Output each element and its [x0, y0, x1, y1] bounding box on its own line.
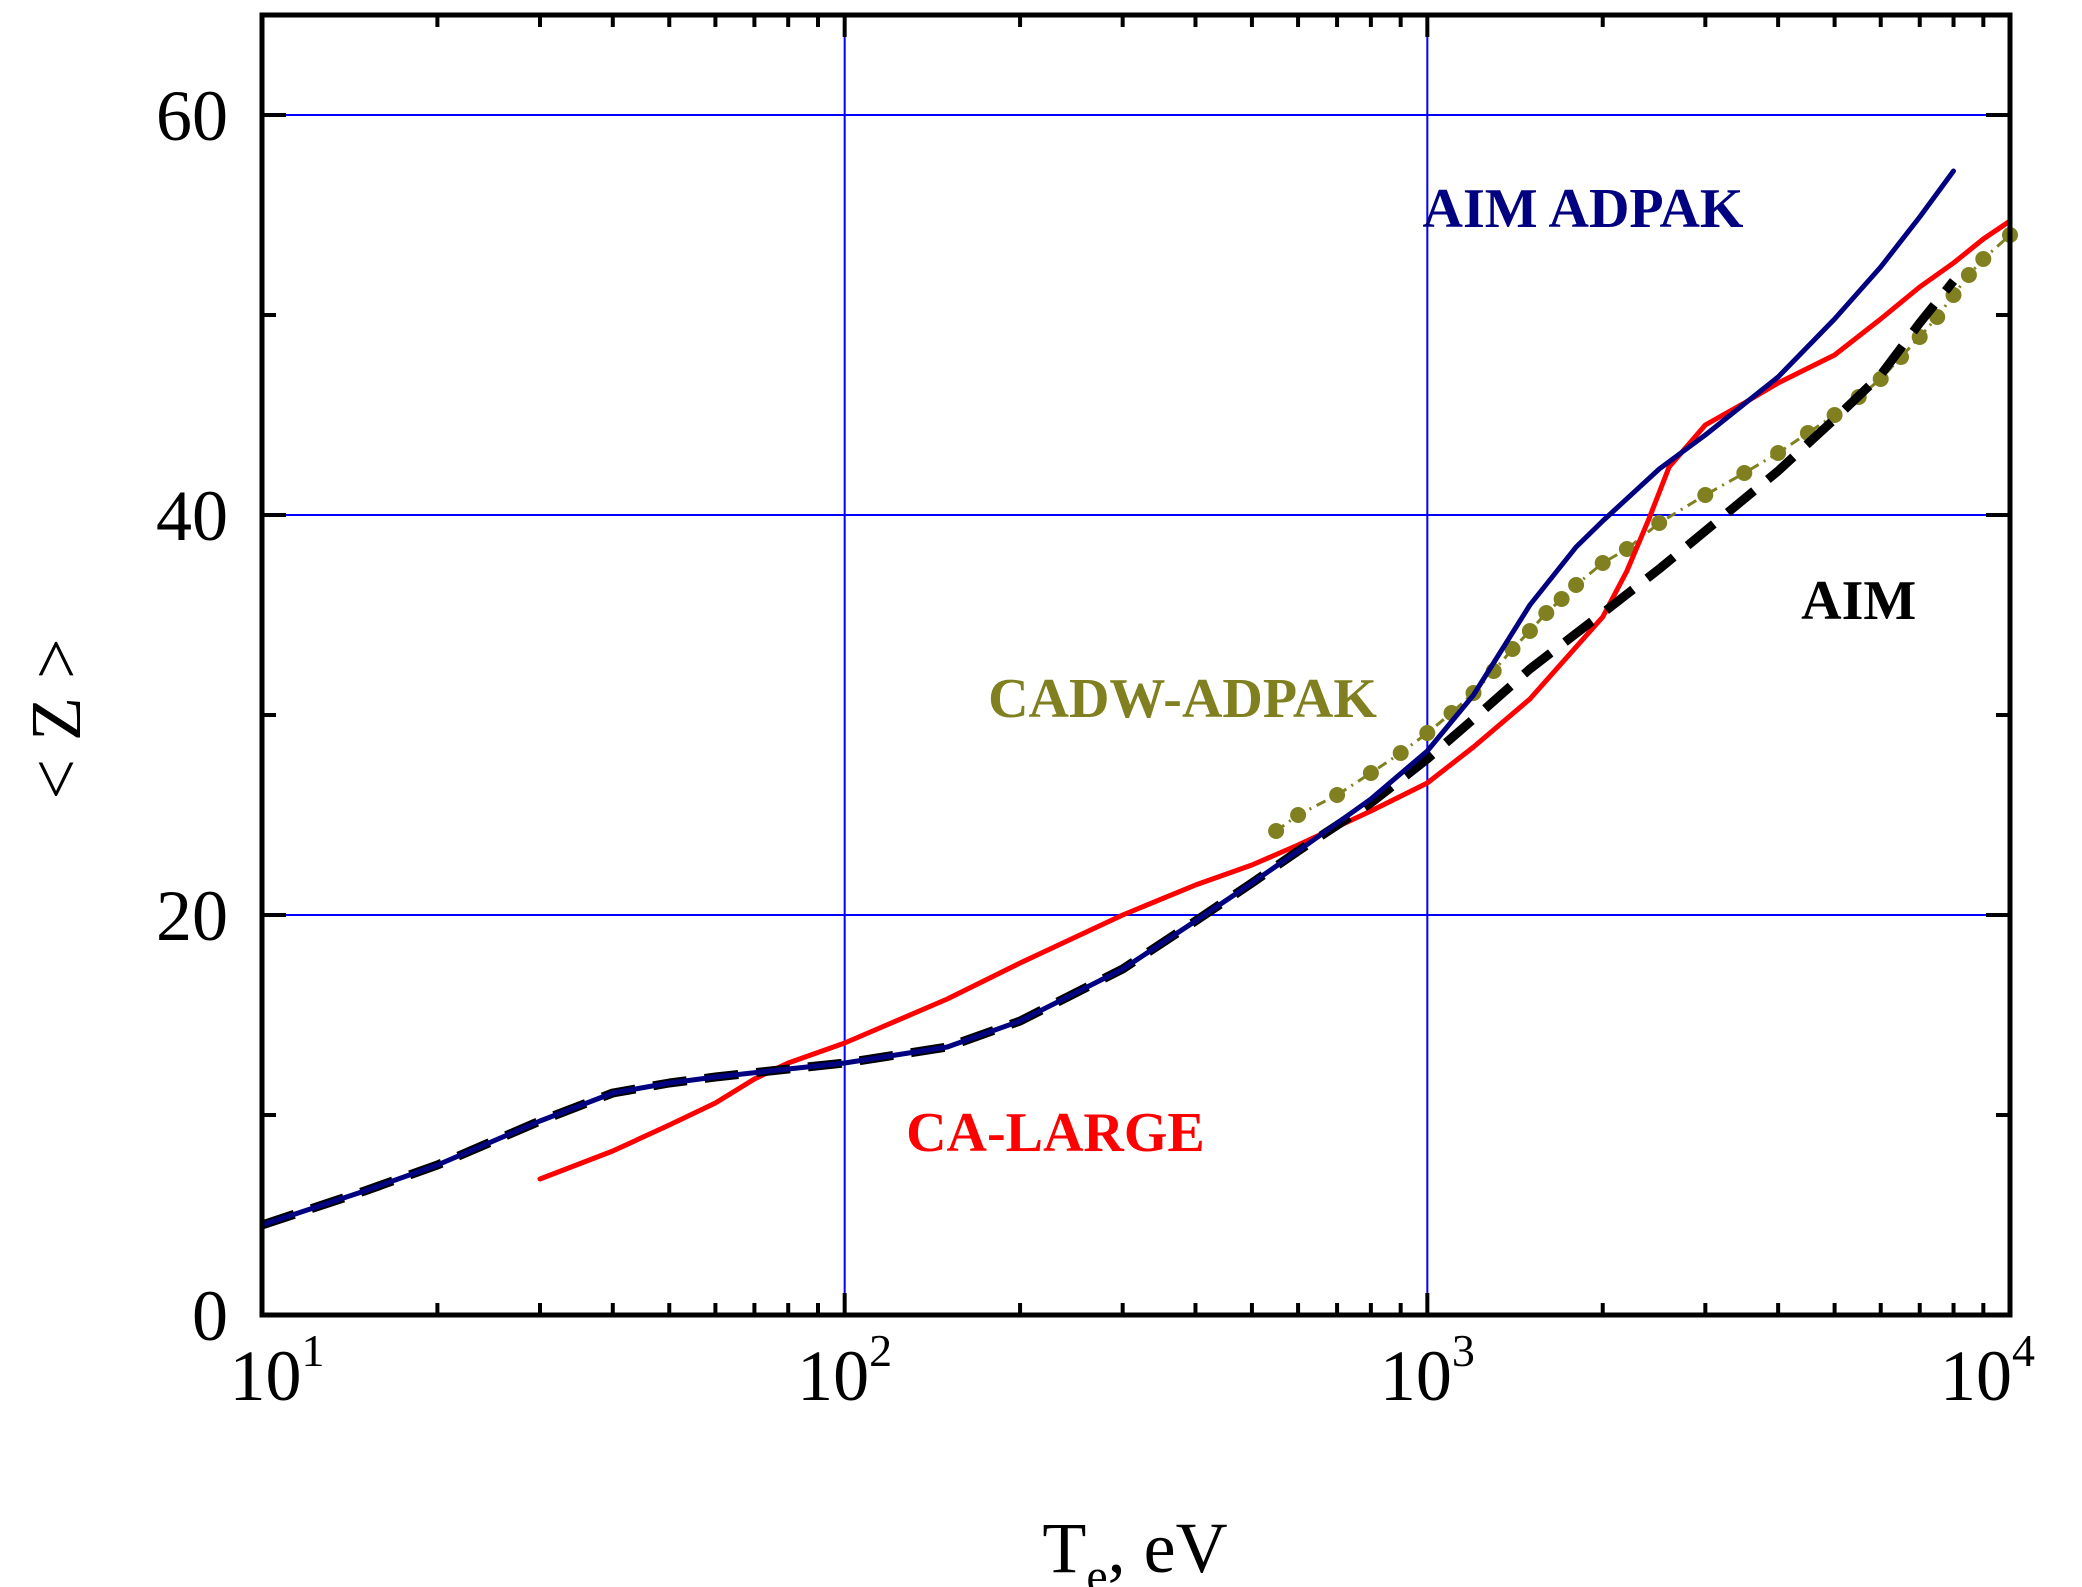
- x-tick-label-exp: 3: [1452, 1325, 1475, 1376]
- series-point-cadw_adpak: [1504, 641, 1521, 657]
- series-point-cadw_adpak: [1329, 787, 1346, 803]
- y-tick-label: 20: [156, 876, 228, 956]
- y-axis-label: < Z >: [16, 638, 96, 799]
- x-tick-label-base: 10: [230, 1336, 302, 1416]
- x-axis-label-rest: , eV: [1108, 1508, 1228, 1587]
- y-tick-labels: 0 20 40 60: [156, 76, 228, 1356]
- series-point-cadw_adpak: [1975, 251, 1992, 267]
- series-point-cadw_adpak: [1697, 487, 1714, 503]
- series-point-cadw_adpak: [1594, 555, 1611, 571]
- series-label-aim: AIM: [1801, 570, 1916, 632]
- series-point-cadw_adpak: [1392, 745, 1409, 761]
- series-layer: [259, 168, 2018, 1230]
- plot-frame: [259, 12, 2013, 1318]
- x-tick-label: 101: [230, 1325, 325, 1416]
- series-point-cadw_adpak: [1960, 267, 1977, 283]
- series-point-cadw_adpak: [1290, 807, 1307, 823]
- series-line-aim: [260, 278, 1958, 1230]
- x-tick-label: 104: [1940, 1325, 2035, 1416]
- y-tick-label: 0: [192, 1276, 228, 1356]
- x-axis-label-sub: e: [1086, 1550, 1107, 1587]
- x-tick-labels: 101 102 103 104: [230, 1325, 2036, 1416]
- x-tick-label-exp: 1: [302, 1325, 325, 1376]
- series-point-cadw_adpak: [1538, 605, 1555, 621]
- x-tick-label-base: 10: [797, 1336, 869, 1416]
- series-point-cadw_adpak: [1553, 591, 1570, 607]
- grid: [262, 15, 2010, 1315]
- series-point-cadw_adpak: [1521, 623, 1538, 639]
- series-line-aim_adpak: [259, 168, 1956, 1228]
- y-tick-label: 40: [156, 476, 228, 556]
- series-point-cadw_adpak: [1736, 465, 1753, 481]
- series-label-aim_adpak: AIM ADPAK: [1423, 178, 1744, 240]
- series-aim: [260, 278, 1958, 1230]
- axis-ticks: [260, 15, 2010, 1317]
- series-label-ca_large: CA-LARGE: [906, 1102, 1205, 1164]
- series-point-cadw_adpak: [1568, 577, 1585, 593]
- series-annotations: AIM ADPAK AIM CADW-ADPAK CA-LARGE: [906, 178, 1916, 1164]
- y-tick-label: 60: [156, 76, 228, 156]
- series-point-cadw_adpak: [1362, 765, 1379, 781]
- x-tick-label-base: 10: [1380, 1336, 1452, 1416]
- x-tick-label: 103: [1380, 1325, 1475, 1416]
- x-tick-label-exp: 4: [2012, 1325, 2035, 1376]
- series-aim_adpak: [259, 168, 1956, 1228]
- x-tick-label-exp: 2: [869, 1325, 892, 1376]
- x-tick-label: 102: [797, 1325, 892, 1416]
- series-label-cadw_adpak: CADW-ADPAK: [988, 668, 1377, 730]
- series-point-cadw_adpak: [1419, 725, 1436, 741]
- x-axis-label: Te, eV: [1042, 1508, 1227, 1587]
- series-point-cadw_adpak: [1770, 445, 1787, 461]
- series-point-cadw_adpak: [1268, 823, 1285, 839]
- series-point-cadw_adpak: [1618, 541, 1635, 557]
- x-tick-label-base: 10: [1940, 1336, 2012, 1416]
- series-point-cadw_adpak: [1826, 407, 1843, 423]
- series-cadw_adpak: [1268, 227, 2018, 839]
- series-point-cadw_adpak: [1651, 515, 1668, 531]
- x-axis-label-main: T: [1042, 1508, 1086, 1587]
